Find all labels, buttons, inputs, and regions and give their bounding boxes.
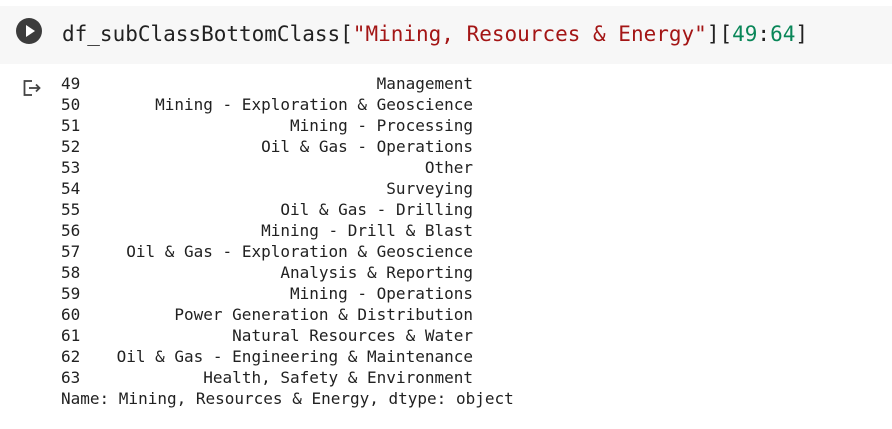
output-row: 58 Analysis & Reporting: [61, 262, 514, 283]
row-index: 56: [61, 221, 81, 240]
output-row: 54 Surveying: [61, 178, 514, 199]
row-value: Surveying: [386, 179, 473, 198]
row-index: 52: [61, 137, 81, 156]
series-footer: Name: Mining, Resources & Energy, dtype:…: [61, 389, 514, 408]
code-input-area[interactable]: df_subClassBottomClass["Mining, Resource…: [0, 6, 892, 64]
row-index: 61: [61, 326, 81, 345]
row-value: Oil & Gas - Exploration & Geoscience: [126, 242, 473, 261]
row-index: 53: [61, 158, 81, 177]
output-row: 57 Oil & Gas - Exploration & Geoscience: [61, 241, 514, 262]
row-index: 59: [61, 284, 81, 303]
row-value: Mining - Processing: [289, 116, 473, 135]
output-row: 55 Oil & Gas - Drilling: [61, 199, 514, 220]
code-slice-end: 64: [770, 22, 796, 46]
row-index: 63: [61, 368, 81, 387]
output-row: 62 Oil & Gas - Engineering & Maintenance: [61, 346, 514, 367]
output-row: 59 Mining - Operations: [61, 283, 514, 304]
output-row: 49 Management: [61, 73, 514, 94]
row-value: Mining - Operations: [289, 284, 473, 303]
code-slice-colon: :: [757, 22, 771, 46]
run-cell-button[interactable]: [16, 18, 42, 44]
output-row: 60 Power Generation & Distribution: [61, 304, 514, 325]
output-row: 52 Oil & Gas - Operations: [61, 136, 514, 157]
cell-output: 49 Management 50 Mining - Exploration & Geo…: [61, 73, 514, 409]
row-value: Other: [424, 158, 473, 177]
row-index: 58: [61, 263, 81, 282]
output-row: 50 Mining - Exploration & Geoscience: [61, 94, 514, 115]
row-value: Oil & Gas - Engineering & Maintenance: [116, 347, 473, 366]
row-index: 51: [61, 116, 81, 135]
row-index: 60: [61, 305, 81, 324]
row-value: Mining - Drill & Blast: [261, 221, 473, 240]
row-index: 49: [61, 74, 81, 93]
row-value: Management: [376, 74, 473, 93]
row-value: Power Generation & Distribution: [174, 305, 473, 324]
output-row: 63 Health, Safety & Environment: [61, 367, 514, 388]
row-value: Analysis & Reporting: [280, 263, 473, 282]
code-editor[interactable]: df_subClassBottomClass["Mining, Resource…: [62, 21, 808, 47]
code-closing-bracket: ]: [795, 22, 809, 46]
play-icon: [26, 25, 35, 37]
row-value: Natural Resources & Water: [232, 326, 473, 345]
output-row: 61 Natural Resources & Water: [61, 325, 514, 346]
row-value: Oil & Gas - Operations: [261, 137, 473, 156]
row-index: 57: [61, 242, 81, 261]
output-row: 51 Mining - Processing: [61, 115, 514, 136]
code-slice-start: 49: [732, 22, 758, 46]
row-index: 54: [61, 179, 81, 198]
output-row: 56 Mining - Drill & Blast: [61, 220, 514, 241]
row-index: 62: [61, 347, 81, 366]
code-bracket: ][: [706, 22, 733, 46]
code-string-literal: "Mining, Resources & Energy": [352, 22, 707, 46]
row-index: 50: [61, 95, 81, 114]
output-row: 53 Other: [61, 157, 514, 178]
output-arrow-icon[interactable]: [22, 78, 42, 98]
row-value: Mining - Exploration & Geoscience: [155, 95, 473, 114]
code-variable: df_subClassBottomClass[: [62, 22, 353, 46]
row-value: Health, Safety & Environment: [203, 368, 473, 387]
row-value: Oil & Gas - Drilling: [280, 200, 473, 219]
row-index: 55: [61, 200, 81, 219]
